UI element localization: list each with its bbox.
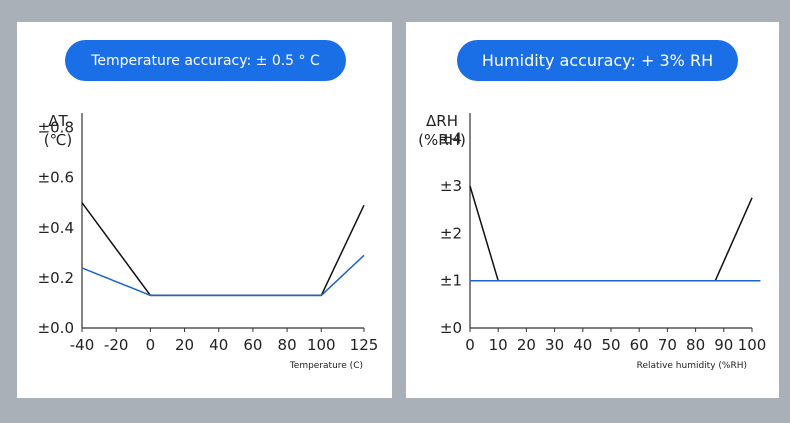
x-tick-label: 0 [146,336,156,354]
x-tick-label: 30 [545,336,564,354]
humidity-chart-panel: Humidity accuracy: + 3% RH ΔRH (%RH) ±0 ±1 ±… [406,22,779,398]
y-tick-label: ±0.8 [38,119,74,137]
y-tick-label: ±0 [440,319,462,337]
y-tick-label: ±1 [440,272,462,290]
y-tick-label: ±0.0 [38,319,74,337]
x-tick-label: 90 [714,336,733,354]
x-tick-label: 100 [307,336,336,354]
series-line-1 [81,254,365,297]
y-tick-label: ±0.6 [38,169,74,187]
x-tick-label: 20 [175,336,194,354]
x-tick-label: 20 [517,336,536,354]
x-tick-label: 50 [601,336,620,354]
x-axis-label: Relative humidity (%RH) [637,361,747,371]
x-tick-label: 0 [465,336,475,354]
x-tick-label: 60 [630,336,649,354]
temperature-title-badge: Temperature accuracy: ± 0.5 ° C [65,40,346,81]
y-tick-label: ±2 [440,224,462,242]
temperature-chart: ΔT(℃) ±0.0 ±0.2 ±0.4 ±0.6 ±0.8 -40 -20 0 20 40 60 80… [38,112,379,371]
y-axis-label: (℃) [44,131,73,149]
humidity-chart: ΔRH(%RH) ±0 ±1 ±2 ±3 ±4 0 10 20 30 40 50 60 70 80 90 100… [418,112,767,371]
y-axis-label: (%RH) [418,131,466,149]
y-axis-label: ΔRH [426,112,458,130]
y-tick-label: ±0.2 [38,269,74,287]
x-tick-label: -40 [70,336,95,354]
x-tick-label: -20 [104,336,129,354]
x-tick-label: 40 [573,336,592,354]
x-tick-label: 100 [738,336,767,354]
x-tick-label: 60 [243,336,262,354]
x-tick-label: 10 [489,336,508,354]
y-tick-label: ±4 [440,130,462,148]
y-axis-label: ΔT [48,112,68,130]
y-tick-label: ±0.4 [38,219,74,237]
humidity-title-badge: Humidity accuracy: + 3% RH [457,40,738,81]
series-line-0 [81,202,365,297]
x-tick-label: 80 [278,336,297,354]
x-tick-label: 70 [658,336,677,354]
y-tick-label: ±3 [440,177,462,195]
x-tick-label: 40 [209,336,228,354]
x-tick-label: 125 [350,336,379,354]
x-tick-label: 80 [686,336,705,354]
series-line-0 [469,185,753,282]
temperature-chart-panel: Temperature accuracy: ± 0.5 ° C ΔT (℃) ±0.… [17,22,392,398]
x-axis-label: Temperature (C) [289,361,363,371]
